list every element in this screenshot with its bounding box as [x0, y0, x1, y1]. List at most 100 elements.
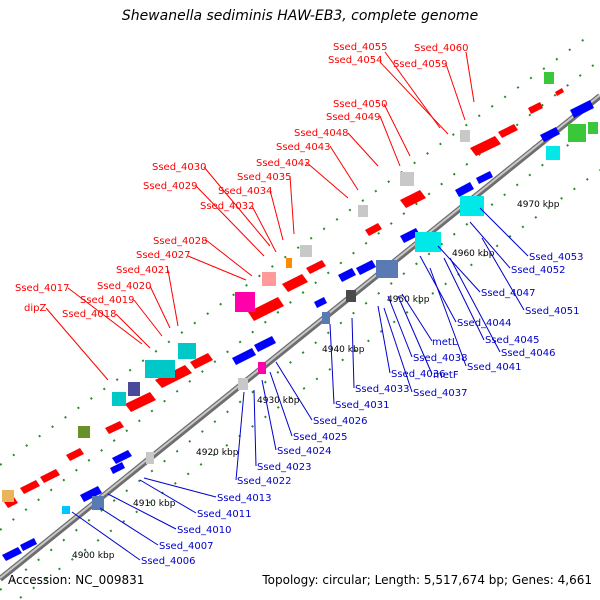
- gene-label: metL: [432, 337, 458, 348]
- gene-arrow: [254, 336, 276, 352]
- gene-label: dipZ: [24, 303, 46, 314]
- scale-label: 4900 kbp: [72, 551, 115, 561]
- gene-arrow: [356, 260, 376, 275]
- gene-label: Ssed_4043: [276, 142, 331, 153]
- gene-block: [145, 360, 175, 378]
- gene-label: metF: [433, 370, 459, 381]
- plus-strand-labels: Ssed_4060 Ssed_4055 Ssed_4054 Ssed_4059 …: [15, 42, 469, 320]
- gene-arrow: [528, 102, 543, 114]
- gene-label: Ssed_4021: [116, 265, 171, 276]
- tick-track-outer-top: [0, 34, 591, 466]
- gene-block: [460, 196, 484, 216]
- gene-arrow: [232, 348, 256, 365]
- gene-arrow: [555, 88, 564, 96]
- gene-label: Ssed_4028: [153, 236, 208, 247]
- gene-label: Ssed_4053: [529, 252, 584, 263]
- gene-label: Ssed_4018: [62, 309, 117, 320]
- gene-arrow: [110, 462, 125, 474]
- gene-label: Ssed_4011: [197, 509, 252, 520]
- gene-block: [460, 130, 470, 142]
- gene-label: Ssed_4046: [501, 348, 556, 359]
- top-leader-lines: [45, 51, 475, 381]
- gene-arrow: [20, 480, 40, 494]
- gene-label: Ssed_4026: [313, 416, 368, 427]
- minus-strand-genes: [2, 100, 598, 561]
- gene-block: [62, 506, 70, 514]
- gene-label: Ssed_4017: [15, 283, 70, 294]
- gene-arrow: [338, 268, 356, 282]
- gene-arrow: [365, 223, 382, 236]
- gene-label: Ssed_4049: [326, 112, 381, 123]
- gene-block: [400, 172, 414, 186]
- gene-label: Ssed_4035: [237, 172, 292, 183]
- gene-arrow: [40, 469, 60, 483]
- gene-label: Ssed_4052: [511, 265, 566, 276]
- gene-block: [568, 124, 586, 142]
- gene-block: [346, 290, 356, 302]
- gene-label: Ssed_4030: [152, 162, 207, 173]
- gene-arrow: [112, 450, 132, 464]
- gene-label: Ssed_4042: [256, 158, 311, 169]
- gene-block: [588, 122, 598, 134]
- gene-label: Ssed_4050: [333, 99, 388, 110]
- scale-labels: 4900 kbp 4910 kbp 4920 kbp 4930 kbp 4940…: [72, 200, 560, 561]
- gene-block: [178, 343, 196, 359]
- gene-label: Ssed_4029: [143, 181, 198, 192]
- gene-block: [238, 378, 248, 390]
- gene-label: Ssed_4025: [293, 432, 348, 443]
- gene-arrow: [248, 297, 284, 321]
- gene-arrow: [2, 547, 22, 561]
- gene-arrow: [570, 100, 594, 118]
- gene-arrow: [540, 127, 560, 142]
- gene-block: [286, 258, 292, 268]
- gene-label: Ssed_4010: [177, 525, 232, 536]
- gene-block: [376, 260, 398, 278]
- gene-block: [300, 245, 312, 257]
- map-title: Shewanella sediminis HAW-EB3, complete g…: [121, 8, 479, 24]
- scale-label: 4940 kbp: [322, 345, 365, 355]
- gene-label: Ssed_4060: [414, 43, 469, 54]
- gene-label: Ssed_4019: [80, 295, 135, 306]
- gene-arrow: [66, 448, 84, 461]
- gene-label: Ssed_4024: [277, 446, 332, 457]
- gene-label: Ssed_4020: [97, 281, 152, 292]
- gene-block: [112, 392, 126, 406]
- gene-arrow: [105, 421, 124, 434]
- gene-arrow: [80, 486, 102, 502]
- gene-arrow: [125, 392, 156, 412]
- gene-arrow: [20, 538, 37, 551]
- gene-arrow: [470, 136, 501, 156]
- gene-label: Ssed_4013: [217, 493, 272, 504]
- gene-arrow: [400, 228, 420, 243]
- gene-block: [262, 272, 276, 286]
- tick-track-outer-bottom: [19, 169, 600, 599]
- gene-label: Ssed_4032: [200, 201, 255, 212]
- scale-label: 4920 kbp: [196, 448, 239, 458]
- gene-label: Ssed_4037: [413, 388, 468, 399]
- gene-arrow: [4, 497, 18, 508]
- gene-label: Ssed_4022: [237, 476, 292, 487]
- gene-block: [546, 146, 560, 160]
- gene-label: Ssed_4045: [485, 335, 540, 346]
- gene-label: Ssed_4044: [457, 318, 512, 329]
- gene-label: Ssed_4027: [136, 250, 191, 261]
- gene-arrow: [498, 124, 518, 138]
- plus-strand-genes: [2, 72, 564, 508]
- gene-arrow: [476, 171, 493, 184]
- minus-strand-labels: Ssed_4053 Ssed_4052 Ssed_4047 Ssed_4051 …: [141, 252, 584, 567]
- gene-arrow: [400, 190, 426, 208]
- gene-label: Ssed_4006: [141, 556, 196, 567]
- scale-label: 4970 kbp: [517, 200, 560, 210]
- gene-label: Ssed_4059: [393, 59, 448, 70]
- scale-label: 4960 kbp: [452, 249, 495, 259]
- gene-block: [92, 496, 104, 510]
- gene-label: Ssed_4031: [335, 400, 390, 411]
- scale-label: 4950 kbp: [387, 295, 430, 305]
- gene-label: Ssed_4036: [391, 369, 446, 380]
- gene-block: [146, 452, 154, 464]
- gene-label: Ssed_4038: [413, 353, 468, 364]
- gene-label: Ssed_4054: [328, 55, 383, 66]
- gene-label: Ssed_4007: [159, 541, 214, 552]
- gene-block: [78, 426, 90, 438]
